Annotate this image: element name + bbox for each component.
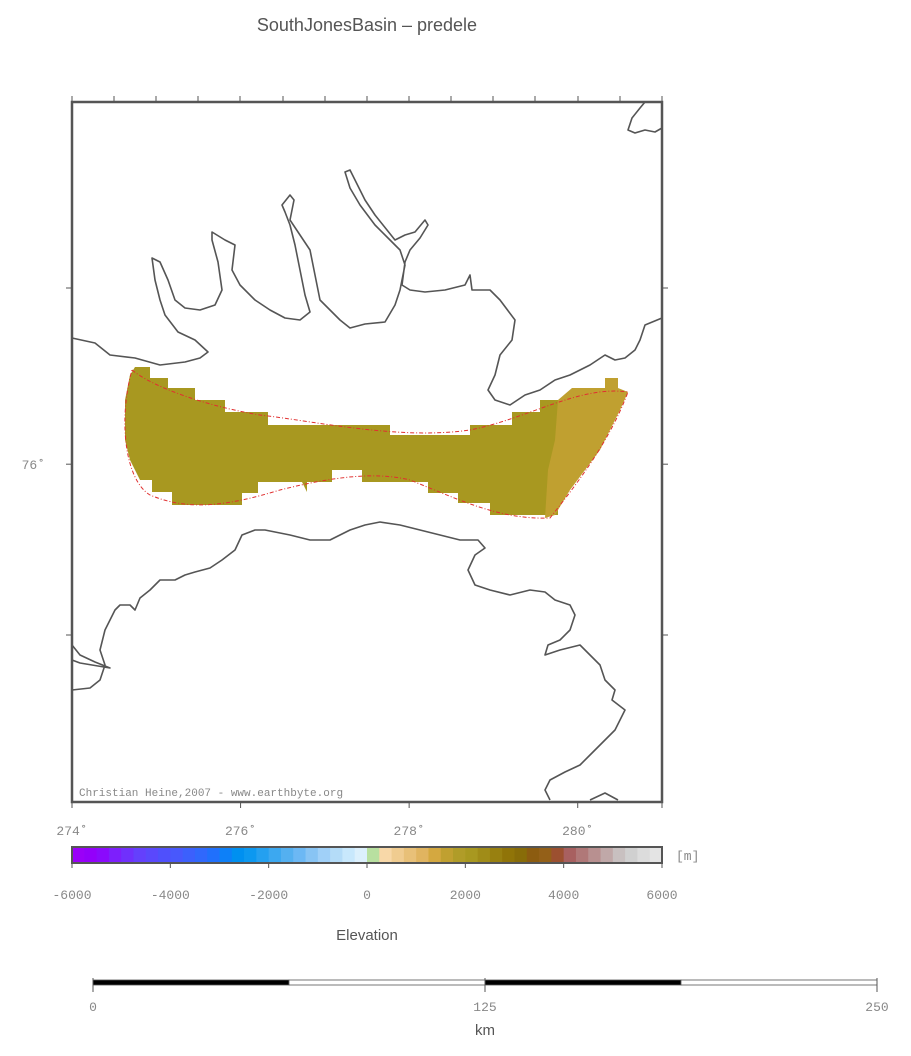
colorbar-segment — [207, 847, 220, 863]
colorbar-segment — [551, 847, 565, 863]
basin-outline — [124, 369, 629, 519]
colorbar-segment — [502, 847, 515, 863]
coastline — [71, 169, 663, 406]
colorbar-segment — [379, 847, 393, 863]
colorbar-segment — [588, 847, 602, 863]
colorbar-segment — [637, 847, 651, 863]
scalebar-tick-label: 0 — [89, 1000, 97, 1015]
colorbar-segment — [305, 847, 319, 863]
colorbar-tick-label: 2000 — [450, 888, 481, 903]
x-tick-label: 274˚ — [56, 824, 87, 839]
scalebar-unit: km — [475, 1022, 495, 1039]
colorbar-segment — [403, 847, 417, 863]
map-content — [71, 101, 663, 801]
colorbar-segment — [108, 847, 122, 863]
coastline — [589, 792, 619, 801]
colorbar-segment — [84, 847, 98, 863]
basin-area — [125, 367, 558, 515]
colorbar-segment — [133, 847, 147, 863]
credit: Christian Heine,2007 - www.earthbyte.org — [79, 788, 343, 800]
colorbar-tick-label: -2000 — [249, 888, 288, 903]
colorbar-segment — [219, 847, 233, 863]
colorbar-segment — [293, 847, 307, 863]
colorbar-tick-label: 4000 — [548, 888, 579, 903]
colorbar-tick-label: -6000 — [52, 888, 91, 903]
minor-ticks — [66, 96, 668, 808]
colorbar-tick-label: 0 — [363, 888, 371, 903]
colorbar-segment — [72, 847, 85, 863]
colorbar-segment — [489, 847, 503, 863]
colorbar-segment — [280, 847, 294, 863]
colorbar-segment — [354, 847, 368, 863]
colorbar-segment — [194, 847, 208, 863]
colorbar-segment — [649, 847, 663, 863]
y-tick-label: 76˚ — [22, 458, 45, 473]
colorbar-segment — [268, 847, 282, 863]
colorbar-segment — [600, 847, 614, 863]
x-tick-label: 280˚ — [562, 824, 593, 839]
colorbar-segment — [465, 847, 479, 863]
colorbar-unit: [m] — [676, 849, 699, 864]
colorbar-segment — [317, 847, 331, 863]
colorbar-segment — [477, 847, 491, 863]
colorbar-segment — [256, 847, 270, 863]
colorbar-tick-label: 6000 — [646, 888, 677, 903]
colorbar-segment — [145, 847, 159, 863]
colorbar-segment — [244, 847, 257, 863]
colorbar-tick-label: -4000 — [151, 888, 190, 903]
colorbar-segment — [625, 847, 638, 863]
colorbar-segment — [539, 847, 552, 863]
coastline — [627, 101, 663, 134]
colorbar-segment — [170, 847, 184, 863]
x-tick-label: 278˚ — [394, 824, 425, 839]
colorbar-segment — [440, 847, 454, 863]
scalebar-tick-label: 250 — [865, 1000, 888, 1015]
scalebar-segment — [484, 979, 682, 986]
scalebar-segment — [680, 979, 878, 986]
colorbar-segment — [391, 847, 405, 863]
colorbar-segment — [428, 847, 442, 863]
scalebar-segment — [288, 979, 486, 986]
colorbar-segment — [575, 847, 589, 863]
colorbar-segment — [526, 847, 540, 863]
colorbar-segment — [453, 847, 466, 863]
x-tick-label: 276˚ — [225, 824, 256, 839]
coastline — [71, 644, 111, 669]
colorbar-segment — [416, 847, 429, 863]
colorbar-segment — [563, 847, 577, 863]
scalebar-segment — [92, 979, 290, 986]
title: SouthJonesBasin – predele — [257, 15, 477, 35]
basin-area-high — [545, 378, 628, 518]
colorbar-segment — [231, 847, 245, 863]
scalebar-tick-label: 125 — [473, 1000, 496, 1015]
coastline — [71, 521, 626, 801]
colorbar-segment — [367, 847, 380, 863]
colorbar-segment — [514, 847, 528, 863]
colorbar-segment — [96, 847, 110, 863]
colorbar-label: Elevation — [336, 927, 398, 944]
colorbar-segment — [612, 847, 626, 863]
colorbar-segment — [330, 847, 343, 863]
colorbar-segment — [121, 847, 134, 863]
colorbar-segment — [342, 847, 356, 863]
colorbar-segment — [182, 847, 196, 863]
colorbar-segment — [158, 847, 171, 863]
